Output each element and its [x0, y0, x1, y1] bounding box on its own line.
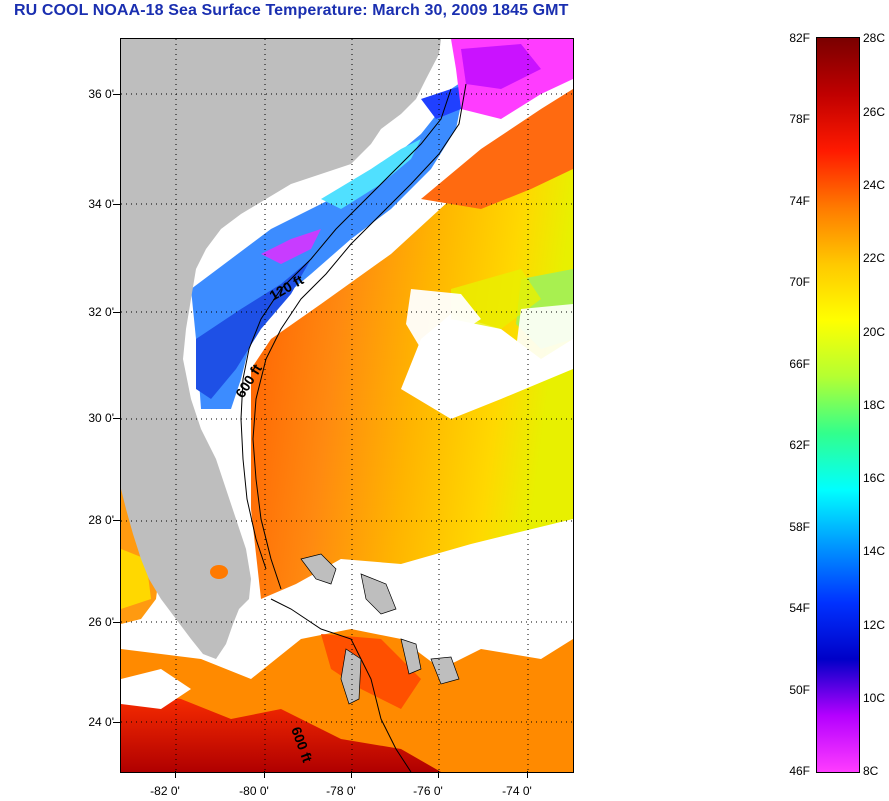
colorbar-f-82: 82F: [789, 31, 810, 45]
colorbar-c-14: 14C: [863, 544, 886, 558]
lon-label-78: -78 0': [326, 784, 356, 798]
lat-tick: [113, 94, 120, 95]
colorbar-c-28: 28C: [863, 31, 886, 45]
colorbar-f-54: 54F: [789, 601, 810, 615]
colorbar-f-70: 70F: [789, 275, 810, 289]
lat-tick: [113, 622, 120, 623]
colorbar-f-50: 50F: [789, 683, 810, 697]
temperature-colorbar: [816, 37, 860, 773]
colorbar-f-66: 66F: [789, 357, 810, 371]
lat-tick: [113, 204, 120, 205]
lat-label-24: 24 0': [88, 715, 114, 729]
colorbar-c-8: 8C: [863, 764, 879, 778]
colorbar-f-78: 78F: [789, 112, 810, 126]
land-southeast-us: [121, 39, 441, 659]
colorbar-f-74: 74F: [789, 194, 810, 208]
contour-120ft: [240, 88, 452, 570]
colorbar-f-62: 62F: [789, 438, 810, 452]
colorbar-c-24: 24C: [863, 178, 886, 192]
lat-label-28: 28 0': [88, 513, 114, 527]
gulf-stream-region: [251, 99, 573, 599]
colorbar-f-58: 58F: [789, 520, 810, 534]
lon-tick: [438, 771, 439, 778]
colorbar-f-46: 46F: [789, 764, 810, 778]
colorbar-c-16: 16C: [863, 471, 886, 485]
colorbar-c-22: 22C: [863, 251, 886, 265]
lon-tick: [264, 771, 265, 778]
colorbar-c-18: 18C: [863, 398, 886, 412]
lat-label-32: 32 0': [88, 305, 114, 319]
lat-tick: [113, 418, 120, 419]
sst-map: 120 ft 600 ft 600 ft: [120, 38, 574, 773]
lat-label-36: 36 0': [88, 87, 114, 101]
lat-tick: [113, 312, 120, 313]
lon-label-82: -82 0': [150, 784, 180, 798]
lat-label-30: 30 0': [88, 411, 114, 425]
colorbar-c-26: 26C: [863, 105, 886, 119]
lat-tick: [113, 520, 120, 521]
lon-label-76: -76 0': [413, 784, 443, 798]
graticule: [121, 39, 573, 772]
lon-tick: [175, 771, 176, 778]
colorbar-c-12: 12C: [863, 618, 886, 632]
lon-tick: [527, 771, 528, 778]
lat-label-26: 26 0': [88, 615, 114, 629]
lon-label-80: -80 0': [239, 784, 269, 798]
colorbar-c-10: 10C: [863, 691, 886, 705]
lon-tick: [351, 771, 352, 778]
colorbar-c-20: 20C: [863, 325, 886, 339]
sst-map-canvas: 120 ft 600 ft 600 ft: [121, 39, 573, 772]
lat-tick: [113, 722, 120, 723]
lon-label-74: -74 0': [502, 784, 532, 798]
map-title: RU COOL NOAA-18 Sea Surface Temperature:…: [14, 2, 569, 19]
contour-600ft: [252, 83, 467, 590]
lat-label-34: 34 0': [88, 197, 114, 211]
